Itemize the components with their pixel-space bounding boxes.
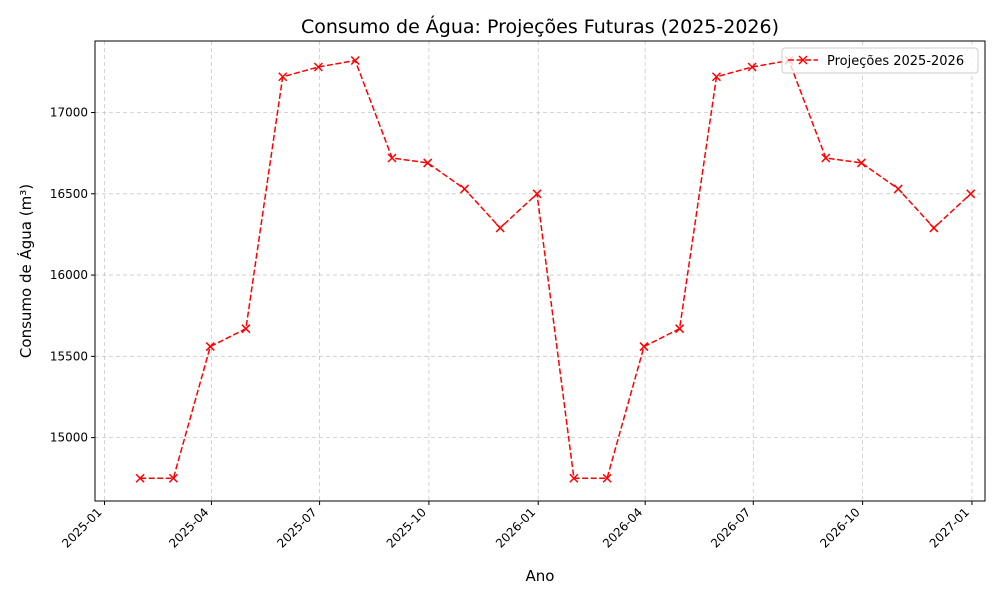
x-tick-label: 2027-01 xyxy=(927,505,972,550)
legend-box xyxy=(781,47,979,74)
x-tick-label: 2026-10 xyxy=(817,505,862,550)
data-point-marker xyxy=(569,473,579,483)
data-point-marker xyxy=(387,153,397,163)
data-point-marker xyxy=(747,62,757,72)
data-point-marker xyxy=(639,342,649,352)
data-point-marker xyxy=(821,153,831,163)
y-axis-label: Consumo de Água (m³) xyxy=(16,184,35,358)
data-point-marker xyxy=(313,62,323,72)
data-point-marker xyxy=(856,158,866,168)
x-tick-label: 2026-04 xyxy=(600,505,645,550)
y-axis-ticks: 15000 15500 16000 16500 17000 xyxy=(50,106,95,445)
data-point-marker xyxy=(278,72,288,82)
data-point-marker xyxy=(241,324,251,334)
y-tick-label: 17000 xyxy=(50,106,88,120)
legend-label: Projeções 2025-2026 xyxy=(827,54,964,69)
series-line xyxy=(140,59,972,479)
legend-x-marker-icon xyxy=(798,55,808,65)
data-point-marker xyxy=(675,324,685,334)
x-axis-ticks: 2025-01 2025-04 2025-07 2025-10 2026-01 2026-… xyxy=(59,501,973,551)
grid-lines xyxy=(95,41,985,501)
y-tick-label: 16000 xyxy=(50,268,88,282)
x-axis-label: Ano xyxy=(526,567,555,585)
y-tick-label: 15500 xyxy=(50,349,88,363)
y-tick-label: 16500 xyxy=(50,187,88,201)
x-tick-label: 2026-01 xyxy=(493,505,538,550)
chart-title: Consumo de Água: Projeções Futuras (2025… xyxy=(301,15,779,38)
x-tick-label: 2026-07 xyxy=(708,505,753,550)
data-point-marker xyxy=(168,473,178,483)
x-tick-label: 2025-01 xyxy=(59,505,104,550)
series-layer xyxy=(135,55,976,483)
data-point-marker xyxy=(423,158,433,168)
data-point-marker xyxy=(532,189,542,199)
data-point-marker xyxy=(711,72,721,82)
data-point-marker xyxy=(135,473,145,483)
x-tick-label: 2025-04 xyxy=(166,505,211,550)
plot-frame xyxy=(94,40,986,502)
data-point-marker xyxy=(350,55,360,66)
data-point-marker xyxy=(495,223,505,233)
data-point-marker xyxy=(966,189,976,199)
data-point-marker xyxy=(893,184,903,194)
data-point-marker xyxy=(929,223,939,233)
data-point-marker xyxy=(602,473,612,483)
y-tick-label: 15000 xyxy=(50,431,88,445)
x-tick-label: 2025-07 xyxy=(274,505,319,550)
data-point-marker xyxy=(460,184,470,194)
x-tick-label: 2025-10 xyxy=(384,505,429,550)
legend: Projeções 2025-2026 xyxy=(781,47,979,74)
data-point-marker xyxy=(205,342,215,352)
